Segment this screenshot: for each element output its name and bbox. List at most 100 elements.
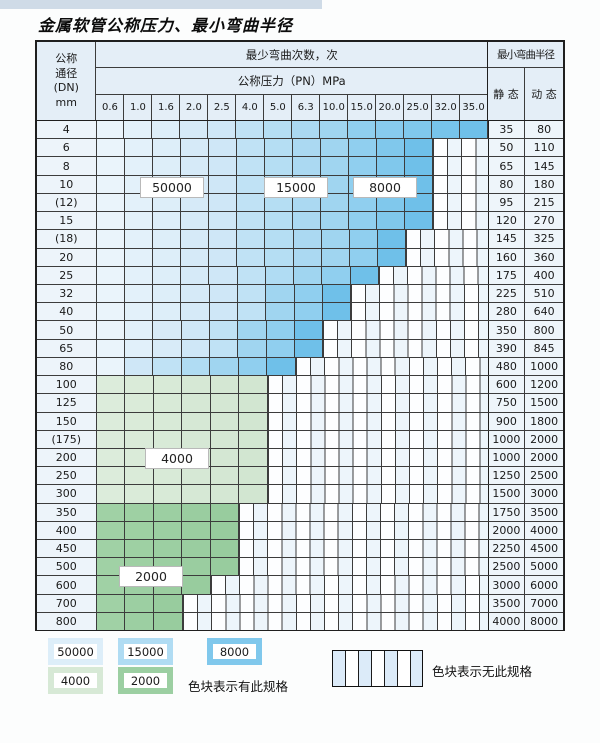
spec-cell-50000 xyxy=(124,266,153,284)
spec-cell-15000 xyxy=(265,139,294,157)
dn-value: 8 xyxy=(37,157,97,175)
dn-value: 150 xyxy=(37,412,97,430)
spec-cell-4000 xyxy=(182,394,211,412)
spec-cell-4000 xyxy=(96,412,126,430)
table-row: (18) 145 325 xyxy=(37,230,564,249)
no-spec-hatch xyxy=(267,448,488,467)
spec-cell-4000 xyxy=(96,448,126,467)
dynamic-radius-value: 2000 xyxy=(525,448,564,467)
spec-cell-15000 xyxy=(293,139,322,157)
no-spec-hatch xyxy=(433,193,488,212)
spec-cell-4000 xyxy=(182,467,211,485)
pressure-col-headers: 0.6 1.0 1.6 2.0 2.5 4.0 5.0 6.3 10.0 15.0 20.0 25.0… xyxy=(96,94,488,120)
spec-cell-15000 xyxy=(293,157,322,175)
spec-cell-50000 xyxy=(152,230,181,248)
pressure-cells xyxy=(96,357,489,376)
table-row: 200 1000 2000 xyxy=(37,448,564,468)
spec-cell-8000 xyxy=(238,357,268,376)
spec-cell-2000 xyxy=(153,612,183,631)
spec-cell-2000 xyxy=(96,594,126,612)
static-radius-value: 120 xyxy=(488,212,526,230)
spec-cell-50000 xyxy=(181,339,210,357)
spec-cell-15000 xyxy=(265,212,294,230)
dn-value: 25 xyxy=(37,266,97,284)
static-radius-value: 175 xyxy=(488,266,526,284)
no-spec-hatch xyxy=(406,248,488,266)
spec-cell-8000 xyxy=(294,303,323,321)
spec-cell-50000 xyxy=(208,121,237,139)
legend-swatch-label: 2000 xyxy=(124,673,167,688)
legend-swatch-label: 50000 xyxy=(54,644,97,659)
dynamic-radius-value: 1500 xyxy=(525,394,564,412)
pressure-col-header: 10.0 xyxy=(320,94,349,120)
spec-cell-50000 xyxy=(124,357,154,376)
dynamic-radius-value: 180 xyxy=(525,175,564,193)
spec-cell-4000 xyxy=(182,376,211,394)
spec-cell-50000 xyxy=(208,157,237,175)
legend-swatch-4000: 4000 xyxy=(48,667,103,694)
spec-cell-4000 xyxy=(210,394,240,412)
no-spec-hatch xyxy=(433,139,488,157)
pressure-cells xyxy=(96,230,489,248)
spec-cell-8000 xyxy=(347,121,376,139)
spec-cell-15000 xyxy=(320,121,348,139)
table-row: 125 750 1500 xyxy=(37,394,564,413)
spec-cell-50000 xyxy=(96,339,125,357)
pressure-col-header: 35.0 xyxy=(460,94,488,120)
legend-swatch-8000: 8000 xyxy=(207,638,262,665)
dynamic-radius-value: 360 xyxy=(525,248,564,266)
pressure-cells xyxy=(96,485,489,503)
spec-cell-50000 xyxy=(181,303,210,321)
spec-cell-8000 xyxy=(431,121,460,139)
spec-cell-50000 xyxy=(180,193,209,212)
spec-cell-2000 xyxy=(96,540,126,558)
spec-cell-15000 xyxy=(321,175,350,193)
spec-cell-4000 xyxy=(210,485,240,503)
no-spec-hatch xyxy=(267,394,488,412)
dynamic-radius-value: 80 xyxy=(525,121,564,139)
no-spec-hatch xyxy=(267,376,488,394)
spec-cell-15000 xyxy=(153,357,182,376)
spec-cell-15000 xyxy=(293,212,322,230)
spec-cell-2000 xyxy=(210,558,240,576)
dynamic-radius-value: 3500 xyxy=(525,503,564,521)
spec-cell-50000 xyxy=(152,248,181,266)
spec-cell-4000 xyxy=(153,485,183,503)
spec-cell-15000 xyxy=(236,212,266,230)
pressure-cells xyxy=(96,193,489,212)
spec-cell-4000 xyxy=(182,485,211,503)
dynamic-radius-value: 800 xyxy=(525,321,564,339)
dn-value: 80 xyxy=(37,357,97,376)
spec-cell-4000 xyxy=(153,376,183,394)
spec-cell-50000 xyxy=(208,175,237,193)
no-spec-hatch xyxy=(239,521,488,540)
table-row: 50 350 800 xyxy=(37,321,564,340)
spec-cell-4000 xyxy=(182,430,211,448)
static-radius-value: 2000 xyxy=(488,521,526,540)
spec-cell-15000 xyxy=(237,248,266,266)
pressure-col-header: 20.0 xyxy=(376,94,405,120)
spec-cell-8000 xyxy=(377,212,406,230)
spec-cell-50000 xyxy=(208,193,237,212)
spec-cell-50000 xyxy=(181,266,210,284)
spec-cell-4000 xyxy=(153,430,183,448)
dn-value: 250 xyxy=(37,467,97,485)
spec-cell-50000 xyxy=(96,230,125,248)
spec-cell-8000 xyxy=(377,157,406,175)
static-radius-value: 2250 xyxy=(488,540,526,558)
spec-cell-4000 xyxy=(239,412,268,430)
spec-cell-15000 xyxy=(265,193,294,212)
dynamic-radius-value: 640 xyxy=(525,303,564,321)
spec-cell-2000 xyxy=(153,521,183,540)
spec-cell-15000 xyxy=(209,339,239,357)
spec-cell-8000 xyxy=(349,212,378,230)
spec-cell-8000 xyxy=(377,139,406,157)
spec-cell-15000 xyxy=(236,193,266,212)
dn-value: 100 xyxy=(37,376,97,394)
no-spec-hatch xyxy=(267,412,488,430)
spec-cell-8000 xyxy=(266,339,296,357)
spec-cell-4000 xyxy=(96,394,126,412)
static-radius-value: 160 xyxy=(488,248,526,266)
legend-no-spec-text: 色块表示无此规格 xyxy=(432,664,533,679)
